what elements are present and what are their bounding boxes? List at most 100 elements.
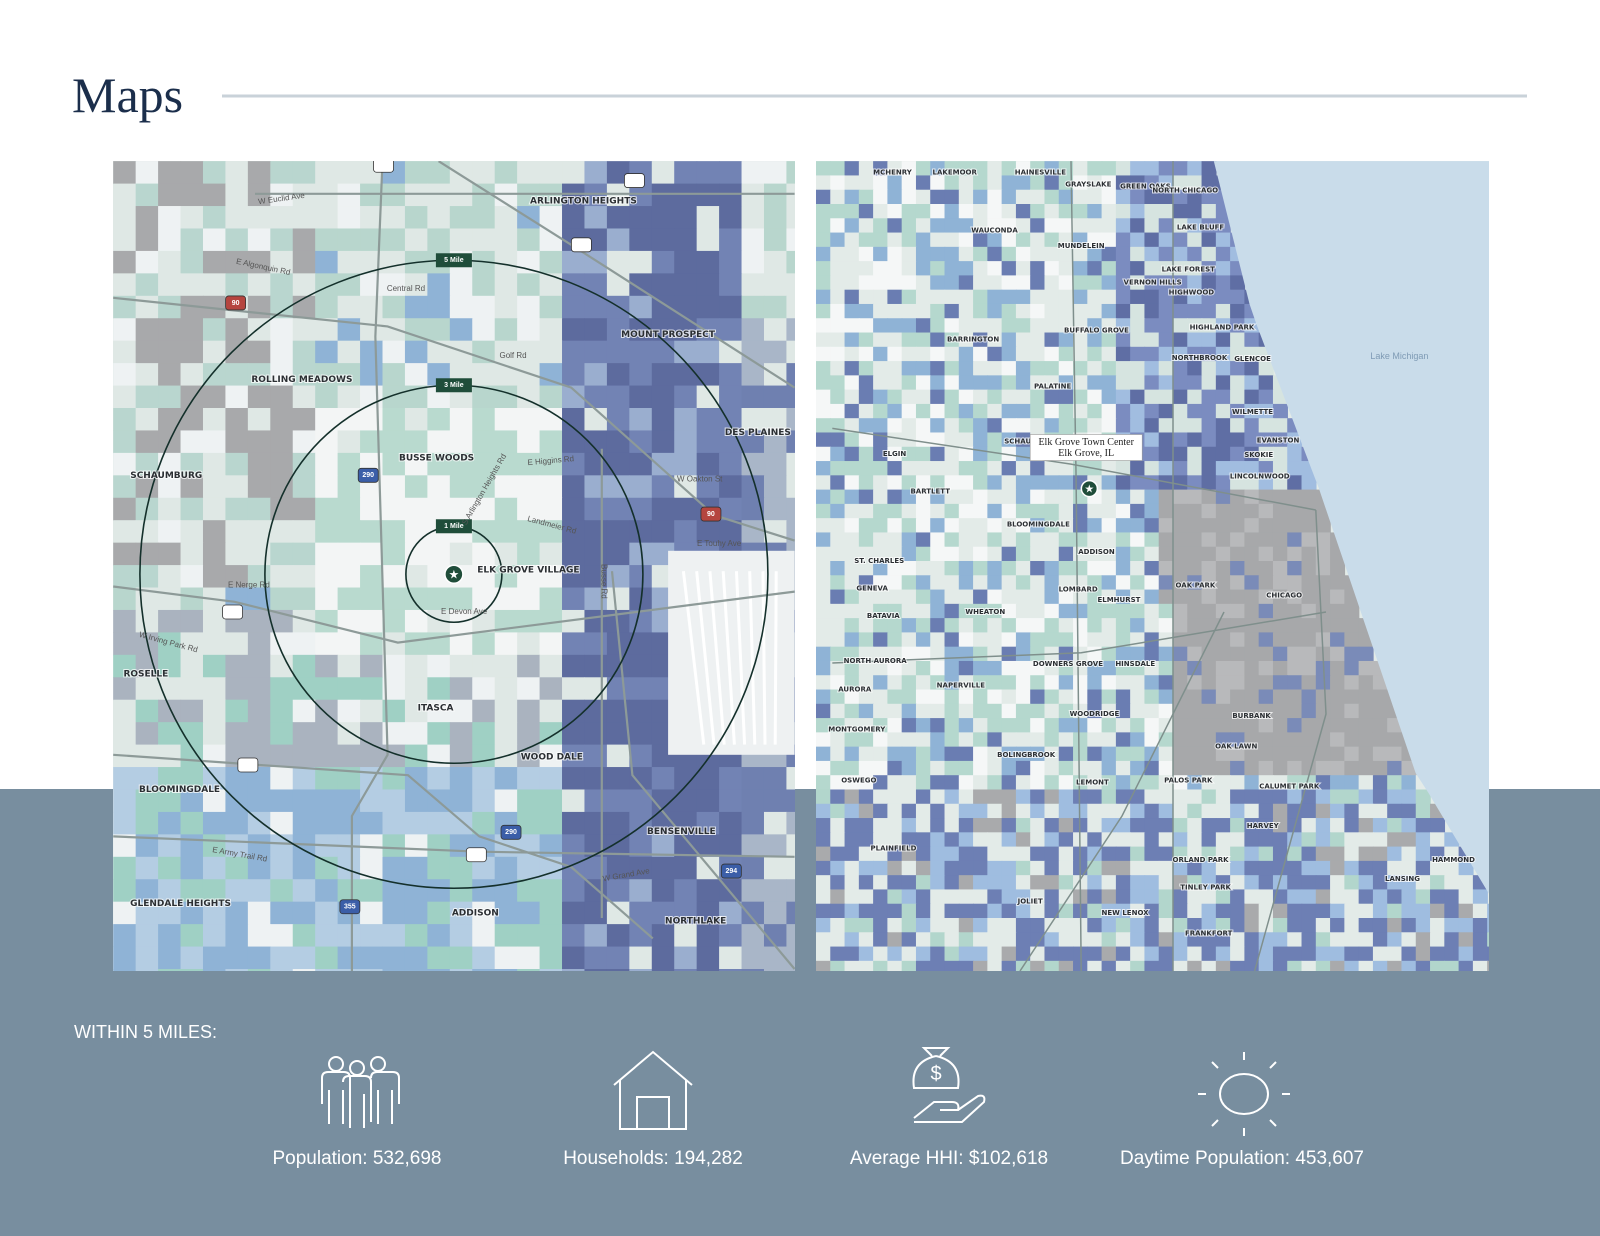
map-patch <box>1030 318 1046 334</box>
map-patch <box>158 744 182 768</box>
map-patch <box>1258 375 1274 391</box>
map-patch <box>1358 646 1374 662</box>
map-patch <box>1115 846 1131 862</box>
map-patch <box>830 603 846 619</box>
map-patch <box>1030 803 1046 819</box>
map-patch <box>674 183 698 207</box>
map-patch <box>337 497 361 521</box>
map-patch <box>1215 389 1231 405</box>
map-patch <box>1058 746 1074 762</box>
map-patch <box>844 646 860 662</box>
map-patch <box>1258 603 1274 619</box>
map-patch <box>449 587 473 611</box>
map-patch <box>135 318 159 342</box>
map-patch <box>1258 703 1274 719</box>
map-patch <box>674 497 698 521</box>
map-patch <box>404 856 428 880</box>
map-patch <box>1344 789 1360 805</box>
map-patch <box>763 161 787 185</box>
map-patch <box>887 632 903 648</box>
map-patch <box>1387 932 1403 948</box>
map-patch <box>873 889 889 905</box>
map-patch <box>1030 561 1046 576</box>
map-patch <box>1173 918 1188 933</box>
map-patch <box>1158 289 1174 305</box>
map-patch <box>830 318 846 334</box>
map-patch <box>786 206 795 230</box>
map-patch <box>873 461 889 477</box>
map-patch <box>337 452 361 476</box>
map-patch <box>944 246 960 262</box>
map-patch <box>202 901 226 925</box>
place-label: HINSDALE <box>1115 660 1155 668</box>
map-patch <box>1144 489 1160 505</box>
map-patch <box>1001 832 1017 848</box>
map-patch <box>315 363 339 387</box>
map-patch <box>404 161 428 185</box>
map-patch <box>1115 289 1131 305</box>
map-patch <box>1158 346 1174 362</box>
map-patch <box>1158 503 1174 519</box>
map-patch <box>1158 932 1174 948</box>
map-patch <box>873 546 889 562</box>
place-label: OAK PARK <box>1176 581 1216 589</box>
map-patch <box>1015 818 1031 834</box>
map-patch <box>382 228 406 252</box>
map-patch <box>944 818 960 834</box>
map-patch <box>247 206 271 230</box>
map-patch <box>887 461 903 477</box>
map-patch <box>113 385 137 409</box>
map-patch <box>1215 332 1231 348</box>
map-patch <box>1173 675 1188 691</box>
map-patch <box>606 408 630 431</box>
map-patch <box>858 618 874 634</box>
map-patch <box>427 677 451 701</box>
map-patch <box>651 879 675 903</box>
map-patch <box>1272 575 1288 591</box>
map-patch <box>786 789 795 813</box>
map-patch <box>337 430 361 454</box>
map-patch <box>887 675 903 691</box>
map-patch <box>887 261 903 277</box>
map-patch <box>1130 589 1146 605</box>
map-patch <box>1330 946 1346 962</box>
map-patch <box>158 565 182 589</box>
map-patch <box>113 161 137 185</box>
map-patch <box>816 718 831 734</box>
map-patch <box>1101 389 1117 405</box>
map-patch <box>1358 818 1374 834</box>
map-patch <box>1244 375 1260 391</box>
map-patch <box>1030 418 1046 434</box>
map-patch <box>584 901 608 925</box>
map-patch <box>113 767 137 791</box>
map-patch <box>1301 603 1317 619</box>
map-patch <box>1015 632 1031 648</box>
map-patch <box>1101 204 1117 219</box>
map-patch <box>270 856 294 880</box>
map-patch <box>1030 889 1046 905</box>
place-label: ROLLING MEADOWS <box>251 375 352 385</box>
map-patch <box>1258 732 1274 748</box>
map-patch <box>873 832 889 848</box>
place-label: ITASCA <box>418 703 454 713</box>
map-patch <box>449 475 473 499</box>
map-patch <box>830 946 846 962</box>
map-patch <box>873 732 889 748</box>
map-patch <box>1115 275 1131 291</box>
map-patch <box>337 520 361 544</box>
map-patch <box>915 846 931 862</box>
map-patch <box>113 924 137 948</box>
map-patch <box>629 677 653 701</box>
map-patch <box>202 183 226 207</box>
map-patch <box>135 206 159 230</box>
map-patch <box>1173 603 1188 619</box>
map-patch <box>1173 261 1188 277</box>
map-patch <box>1201 675 1217 691</box>
map-patch <box>958 889 974 905</box>
map-patch <box>247 699 271 723</box>
map-patch <box>337 789 361 813</box>
map-patch <box>763 273 787 297</box>
map-patch <box>1201 603 1217 619</box>
map-patch <box>539 228 563 252</box>
map-patch <box>1015 603 1031 619</box>
